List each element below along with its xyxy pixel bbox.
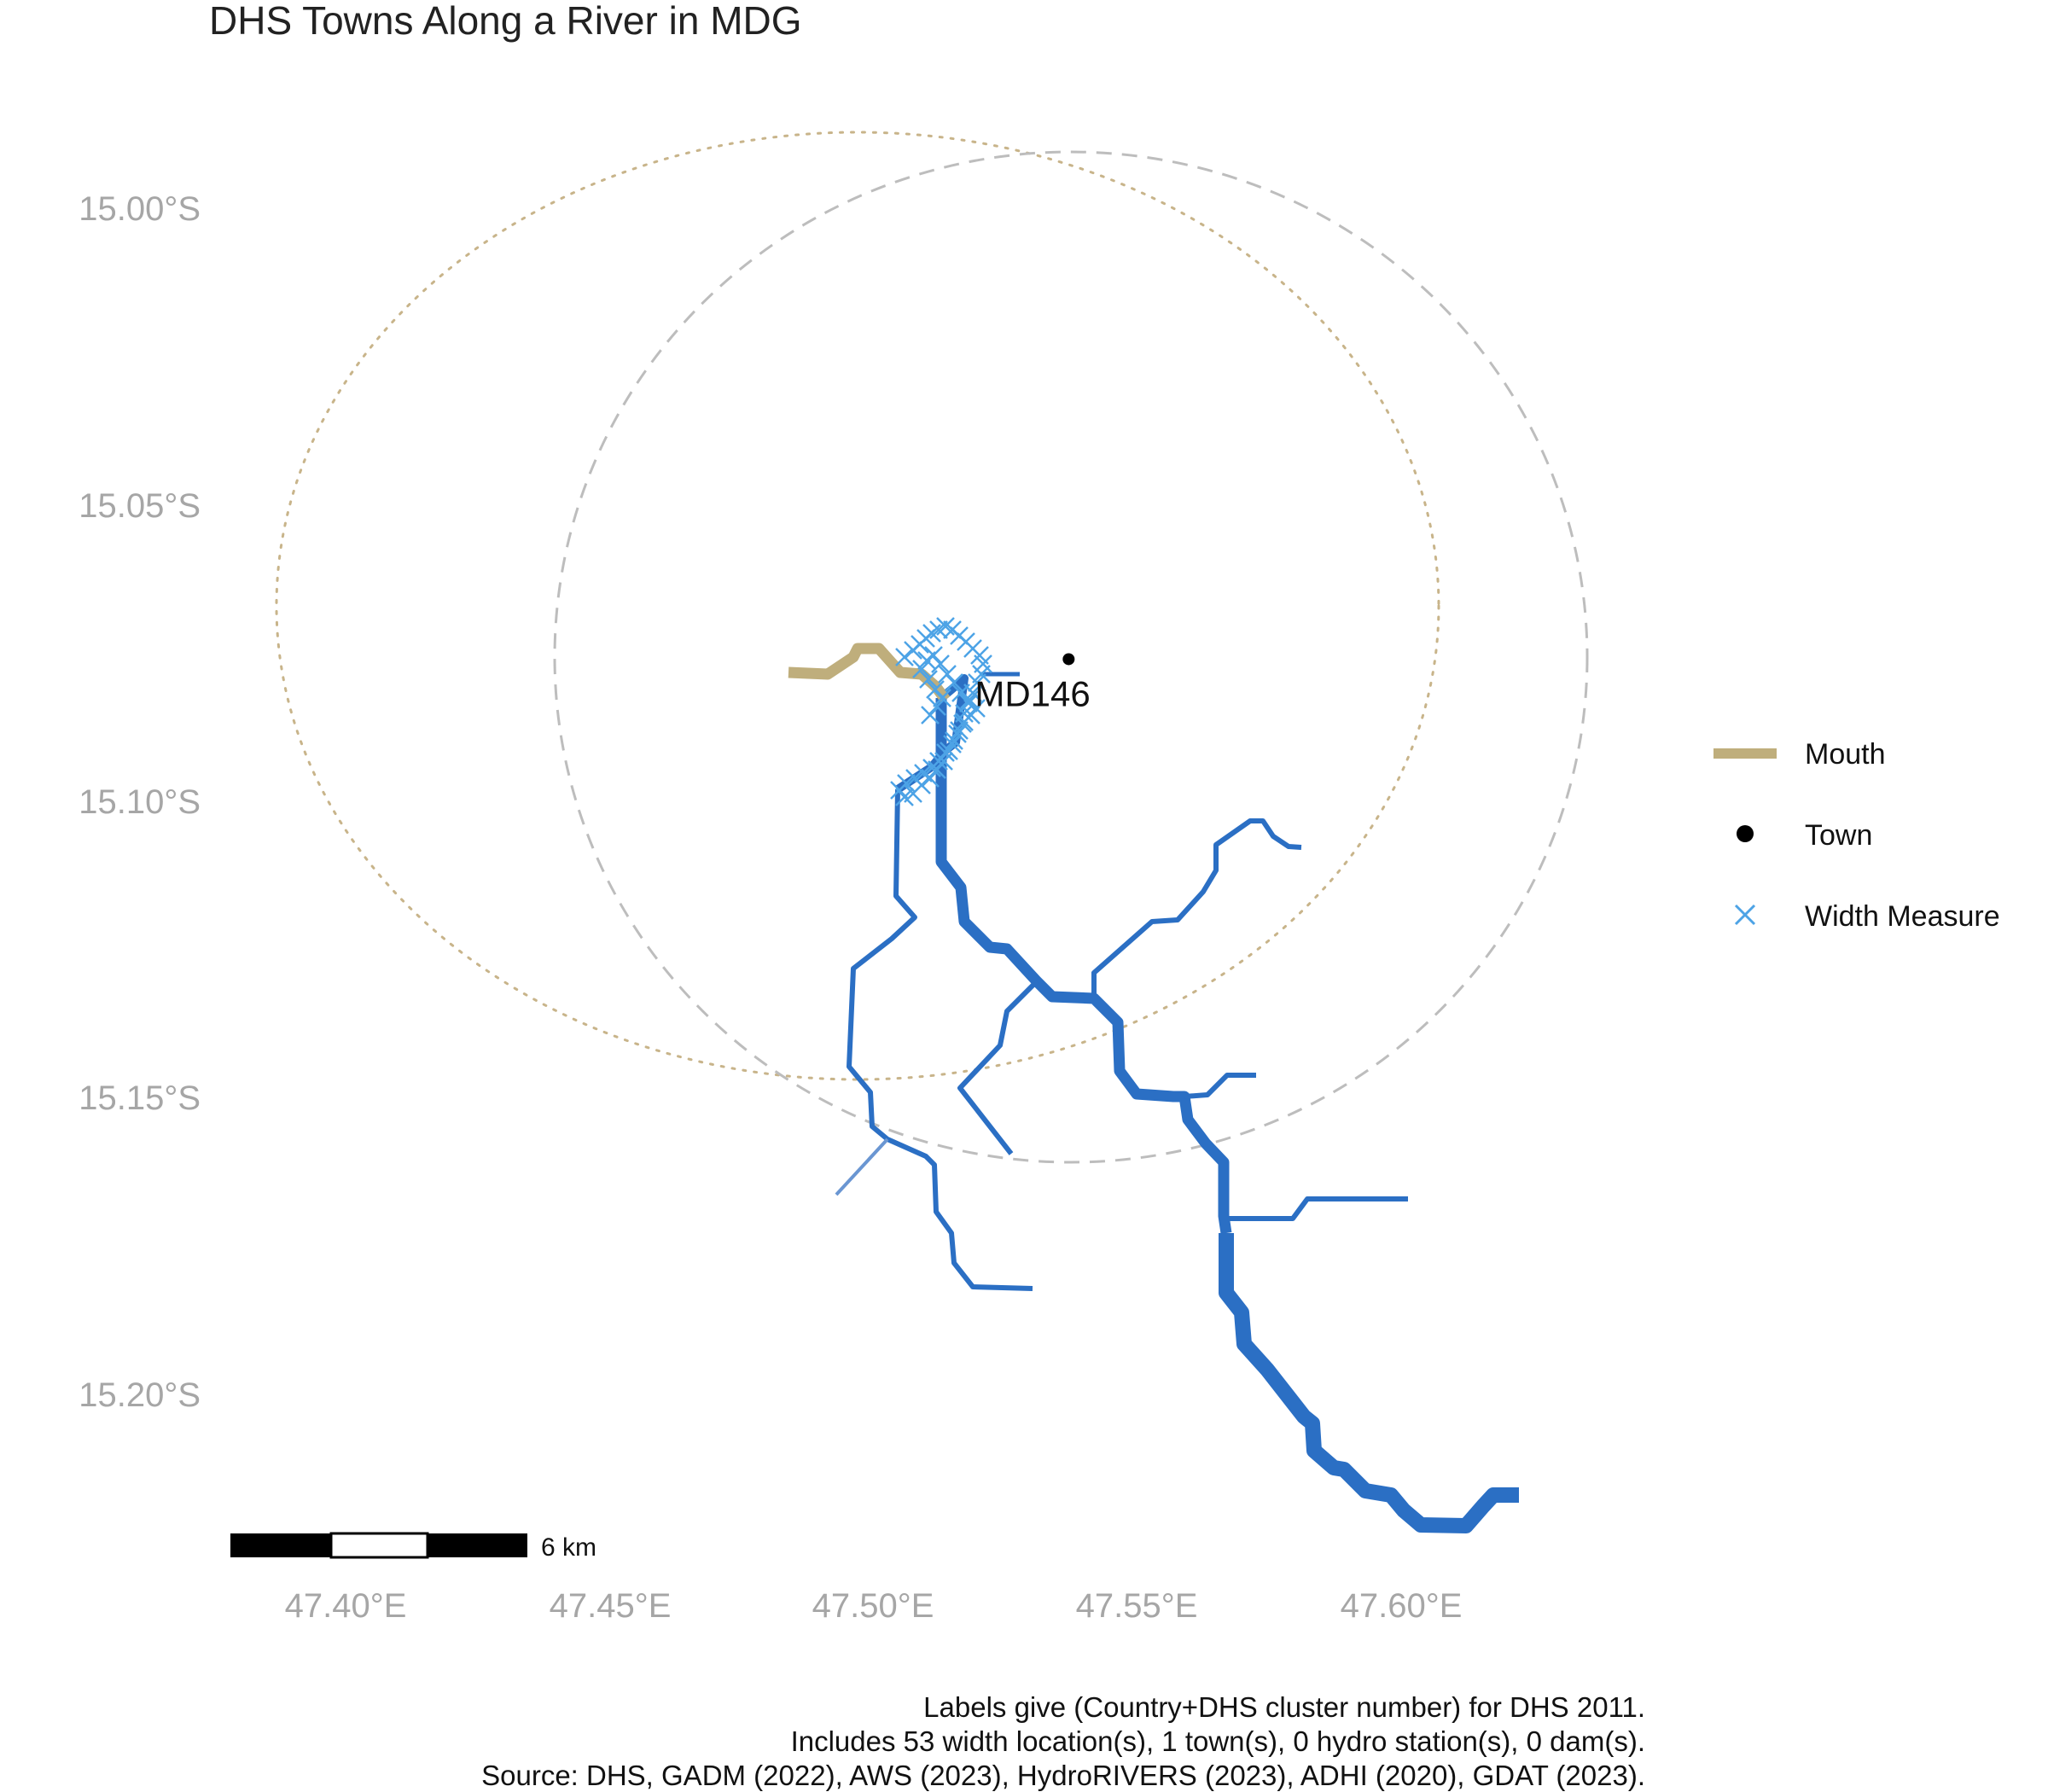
legend-town-swatch (1737, 825, 1754, 842)
buffer-circle-dashed (553, 150, 1589, 1164)
width-measure-marker (938, 665, 957, 684)
river-ne-tributary (1091, 818, 1302, 998)
width-measure-marker (917, 651, 936, 670)
buffer-circle-dotted (275, 131, 1440, 1081)
x-tick-label: 47.60°E (1341, 1587, 1463, 1625)
legend-width-measure-swatch (1734, 904, 1756, 926)
caption-line: Labels give (Country+DHS cluster number)… (923, 1691, 1645, 1723)
y-tick-label: 15.10°S (79, 783, 201, 821)
legend-label-width-measure: Width Measure (1805, 900, 2000, 933)
x-axis-ticks: 47.40°E 47.45°E 47.50°E 47.55°E 47.60°E (285, 1587, 1463, 1625)
scale-bar-segment (428, 1533, 527, 1557)
width-measure-marker (912, 660, 931, 678)
width-measure-marker (895, 648, 914, 666)
scale-bar: 6 km (230, 1532, 596, 1562)
legend-label-mouth: Mouth (1805, 738, 1886, 771)
width-measure-marker (926, 680, 945, 699)
town-point (1062, 653, 1075, 666)
width-measure-marker (951, 684, 970, 702)
scale-bar-label: 6 km (541, 1533, 596, 1562)
legend: Mouth Town Width Measure (1713, 738, 2000, 933)
river-main-upper (935, 698, 1232, 1234)
map-title: DHS Towns Along a River in MDG (209, 0, 802, 43)
caption: Labels give (Country+DHS cluster number)… (481, 1691, 1645, 1791)
width-measure-marker (921, 706, 940, 724)
width-measure-marker (933, 689, 951, 707)
towns-layer: MD146 (975, 653, 1091, 713)
x-tick-label: 47.55°E (1076, 1587, 1198, 1625)
width-measure-marker (950, 721, 969, 740)
width-measure-marker (945, 731, 963, 750)
width-measure-marker (945, 673, 963, 692)
width-measure-marker (928, 697, 946, 716)
width-measure-marker (934, 752, 953, 771)
y-tick-label: 15.05°S (79, 487, 201, 525)
river-middle-tributary (957, 979, 1039, 1155)
width-measure-marker (921, 769, 940, 788)
river-east-long-tributary (1226, 1196, 1408, 1221)
scale-bar-segment (230, 1533, 331, 1557)
x-tick-label: 47.45°E (550, 1587, 672, 1625)
y-axis-ticks: 15.00°S 15.05°S 15.10°S 15.15°S 15.20°S (79, 190, 201, 1414)
width-measure-marker (929, 620, 948, 639)
caption-line: Includes 53 width location(s), 1 town(s)… (791, 1725, 1645, 1757)
width-measure-marker (919, 670, 938, 689)
y-tick-label: 15.00°S (79, 190, 201, 228)
width-measure-marker (928, 760, 946, 779)
river-network (835, 672, 1519, 1533)
x-tick-label: 47.40°E (285, 1587, 407, 1625)
river-west-branch-light (835, 1137, 889, 1196)
y-tick-label: 15.20°S (79, 1376, 201, 1414)
x-tick-label: 47.50°E (812, 1587, 934, 1625)
legend-label-town: Town (1805, 819, 1872, 852)
town-label: MD146 (975, 673, 1090, 713)
width-measure-marker (931, 655, 950, 673)
width-measure-marker (967, 699, 986, 718)
river-east-short-tributary (1184, 1073, 1256, 1099)
width-measure-marker (960, 690, 979, 709)
river-main-lower (1219, 1233, 1519, 1533)
buffer-circles (275, 131, 1589, 1164)
river-west-tributary (847, 788, 1033, 1291)
width-measure-marker (912, 776, 931, 794)
width-measure-group (890, 617, 992, 806)
width-measure-marker (940, 742, 958, 760)
width-measure-marker (968, 673, 986, 692)
caption-line: Source: DHS, GADM (2022), AWS (2023), Hy… (481, 1760, 1645, 1791)
scale-bar-segment (329, 1532, 429, 1559)
y-tick-label: 15.15°S (79, 1079, 201, 1117)
